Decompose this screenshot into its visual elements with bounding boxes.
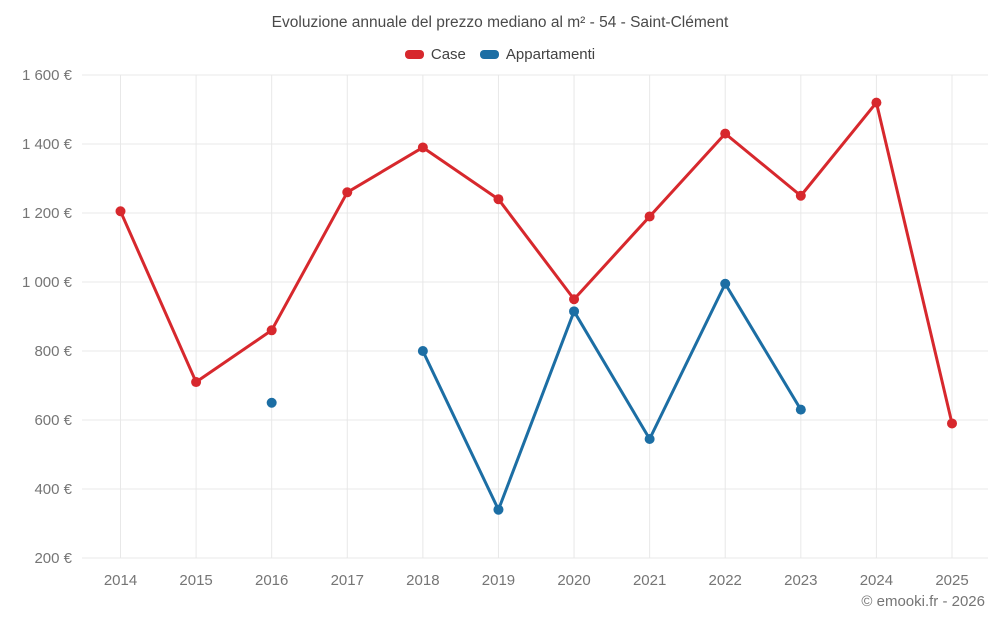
x-axis-tick-label: 2014 [104,572,137,589]
case-series-swatch-icon [404,50,424,59]
y-axis-tick-label: 1 000 € [22,274,73,291]
chart-title: Evoluzione annuale del prezzo mediano al… [271,14,729,31]
case-data-point[interactable] [417,142,428,153]
case-data-point[interactable] [191,377,202,388]
case-data-point[interactable] [342,187,353,198]
appartamenti-series-swatch-icon [479,50,499,59]
appartamenti-data-point[interactable] [569,306,580,317]
appartamenti-data-point[interactable] [644,433,655,444]
appartamenti-data-point[interactable] [266,397,277,408]
x-axis-tick-label: 2023 [784,572,817,589]
x-axis-tick-label: 2018 [406,572,439,589]
chart-legend: Case Appartamenti [0,46,1000,63]
appartamenti-data-point[interactable] [493,504,504,515]
y-axis-tick-label: 1 600 € [22,67,73,84]
x-axis-tick-label: 2015 [179,572,212,589]
legend-item-appartamenti[interactable]: Appartamenti [479,46,596,63]
appartamenti-series-line [421,282,803,512]
case-data-point[interactable] [493,194,504,205]
case-data-point[interactable] [947,418,957,429]
copyright-watermark: © emooki.fr - 2026 [861,593,985,610]
x-axis-tick-label: 2022 [709,572,742,589]
x-axis-tick-label: 2021 [633,572,666,589]
y-axis-tick-label: 200 € [34,550,72,567]
appartamenti-data-point[interactable] [720,278,731,289]
case-series-line [119,101,954,425]
y-axis-tick-label: 800 € [34,343,72,360]
x-axis-tick-label: 2025 [935,572,968,589]
y-axis-tick-label: 400 € [34,481,72,498]
appartamenti-data-point[interactable] [417,346,428,356]
x-axis-tick-label: 2017 [331,572,364,589]
case-data-point[interactable] [720,128,731,139]
x-axis-tick-label: 2020 [557,572,590,589]
x-axis-tick-label: 2024 [860,572,893,589]
case-data-point[interactable] [795,190,806,201]
y-axis-tick-label: 1 200 € [22,205,73,222]
y-axis-tick-label: 600 € [34,412,72,429]
case-data-point[interactable] [644,211,655,222]
y-axis-tick-label: 1 400 € [22,136,73,153]
appartamenti-data-point[interactable] [795,404,806,415]
case-data-point[interactable] [115,206,126,217]
legend-label-appartamenti: Appartamenti [505,46,596,63]
legend-label-case: Case [430,46,466,63]
case-data-point[interactable] [266,325,277,336]
x-axis-tick-label: 2019 [482,572,515,589]
legend-item-case[interactable]: Case [404,46,466,63]
case-data-point[interactable] [871,97,882,108]
x-axis-tick-label: 2016 [255,572,288,589]
case-data-point[interactable] [569,294,580,305]
